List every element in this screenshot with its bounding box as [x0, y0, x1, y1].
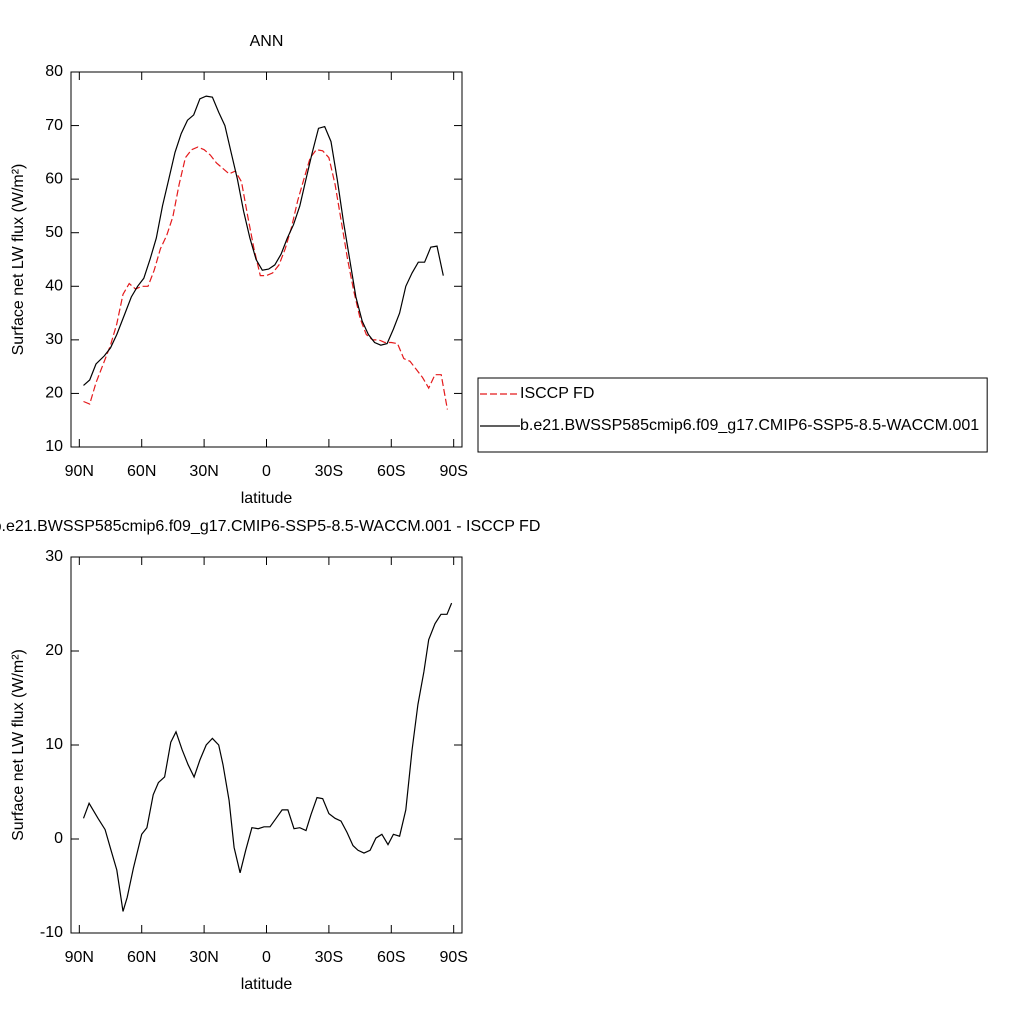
plot-frame	[70, 71, 463, 448]
y-tick-label: 50	[45, 224, 63, 241]
x-tick-label: 90N	[65, 463, 94, 480]
x-tick-label: 60S	[377, 463, 405, 480]
y-tick-label: 40	[45, 278, 63, 295]
legend-label: b.e21.BWSSP585cmip6.f09_g17.CMIP6-SSP5-8…	[520, 417, 979, 434]
legend-label: ISCCP FD	[520, 385, 594, 402]
chart-title: ANN	[250, 33, 284, 50]
y-tick-label: 0	[54, 830, 63, 847]
data-line	[83, 95, 444, 386]
x-tick-label: 30S	[315, 949, 343, 966]
x-axis-label: latitude	[241, 490, 293, 507]
data-line	[82, 602, 453, 912]
x-tick-label: 60N	[127, 949, 156, 966]
x-tick-label: 90S	[439, 463, 467, 480]
x-tick-label: 30N	[189, 949, 218, 966]
y-axis-label: Surface net LW flux (W/m²)	[10, 164, 27, 356]
x-tick-label: 0	[262, 463, 271, 480]
x-tick-label: 0	[262, 949, 271, 966]
y-tick-label: 30	[45, 331, 63, 348]
y-tick-label: 30	[45, 548, 63, 565]
x-tick-label: 90S	[439, 949, 467, 966]
x-tick-label: 90N	[65, 949, 94, 966]
x-tick-label: 60N	[127, 463, 156, 480]
y-axis-label: Surface net LW flux (W/m²)	[10, 649, 27, 841]
legend-box	[477, 377, 988, 453]
chart-title: b.e21.BWSSP585cmip6.f09_g17.CMIP6-SSP5-8…	[0, 518, 540, 535]
y-tick-label: -10	[40, 924, 63, 941]
y-tick-label: 70	[45, 117, 63, 134]
x-tick-label: 30N	[189, 463, 218, 480]
y-tick-label: 10	[45, 438, 63, 455]
y-tick-label: 80	[45, 63, 63, 80]
y-tick-label: 20	[45, 385, 63, 402]
plot-frame	[70, 556, 463, 934]
x-tick-label: 30S	[315, 463, 343, 480]
x-axis-label: latitude	[241, 976, 293, 993]
x-tick-label: 60S	[377, 949, 405, 966]
y-tick-label: 20	[45, 642, 63, 659]
y-tick-label: 60	[45, 170, 63, 187]
data-line	[83, 146, 448, 410]
y-tick-label: 10	[45, 736, 63, 753]
